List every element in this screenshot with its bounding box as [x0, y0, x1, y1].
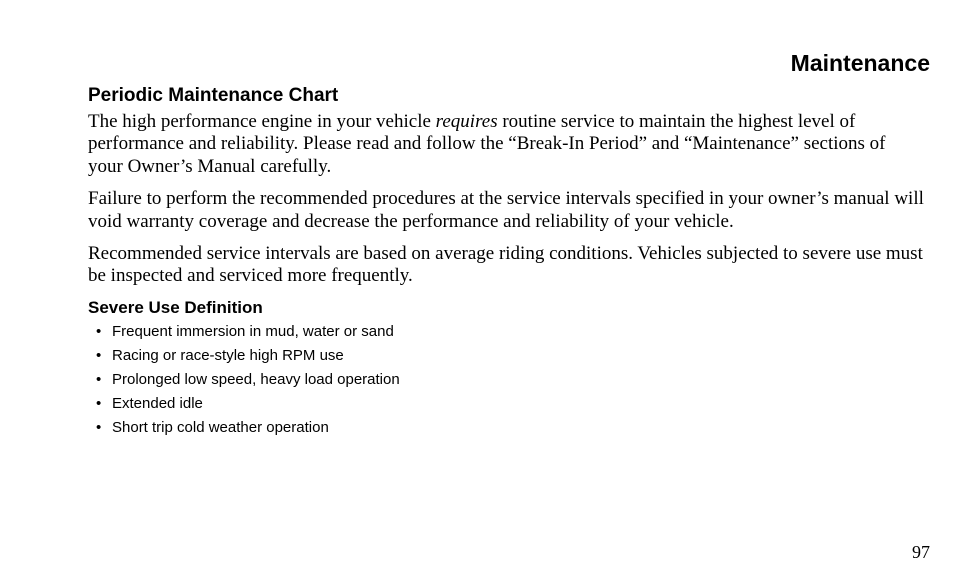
page-header-title: Maintenance	[22, 50, 932, 77]
para1-part-a: The high performance engine in your vehi…	[88, 111, 436, 132]
intro-paragraph-3: Recommended service intervals are based …	[88, 243, 924, 288]
para1-emphasis: requires	[436, 111, 498, 132]
list-item: Frequent immersion in mud, water or sand	[88, 324, 932, 339]
page-number: 97	[912, 542, 930, 563]
section-title: Periodic Maintenance Chart	[88, 85, 932, 107]
intro-paragraph-1: The high performance engine in your vehi…	[88, 111, 924, 178]
subsection-title: Severe Use Definition	[88, 298, 932, 318]
list-item: Short trip cold weather operation	[88, 420, 932, 435]
list-item: Prolonged low speed, heavy load operatio…	[88, 372, 932, 387]
severe-use-list: Frequent immersion in mud, water or sand…	[88, 324, 932, 435]
intro-paragraph-2: Failure to perform the recommended proce…	[88, 188, 924, 233]
list-item: Extended idle	[88, 396, 932, 411]
list-item: Racing or race-style high RPM use	[88, 348, 932, 363]
